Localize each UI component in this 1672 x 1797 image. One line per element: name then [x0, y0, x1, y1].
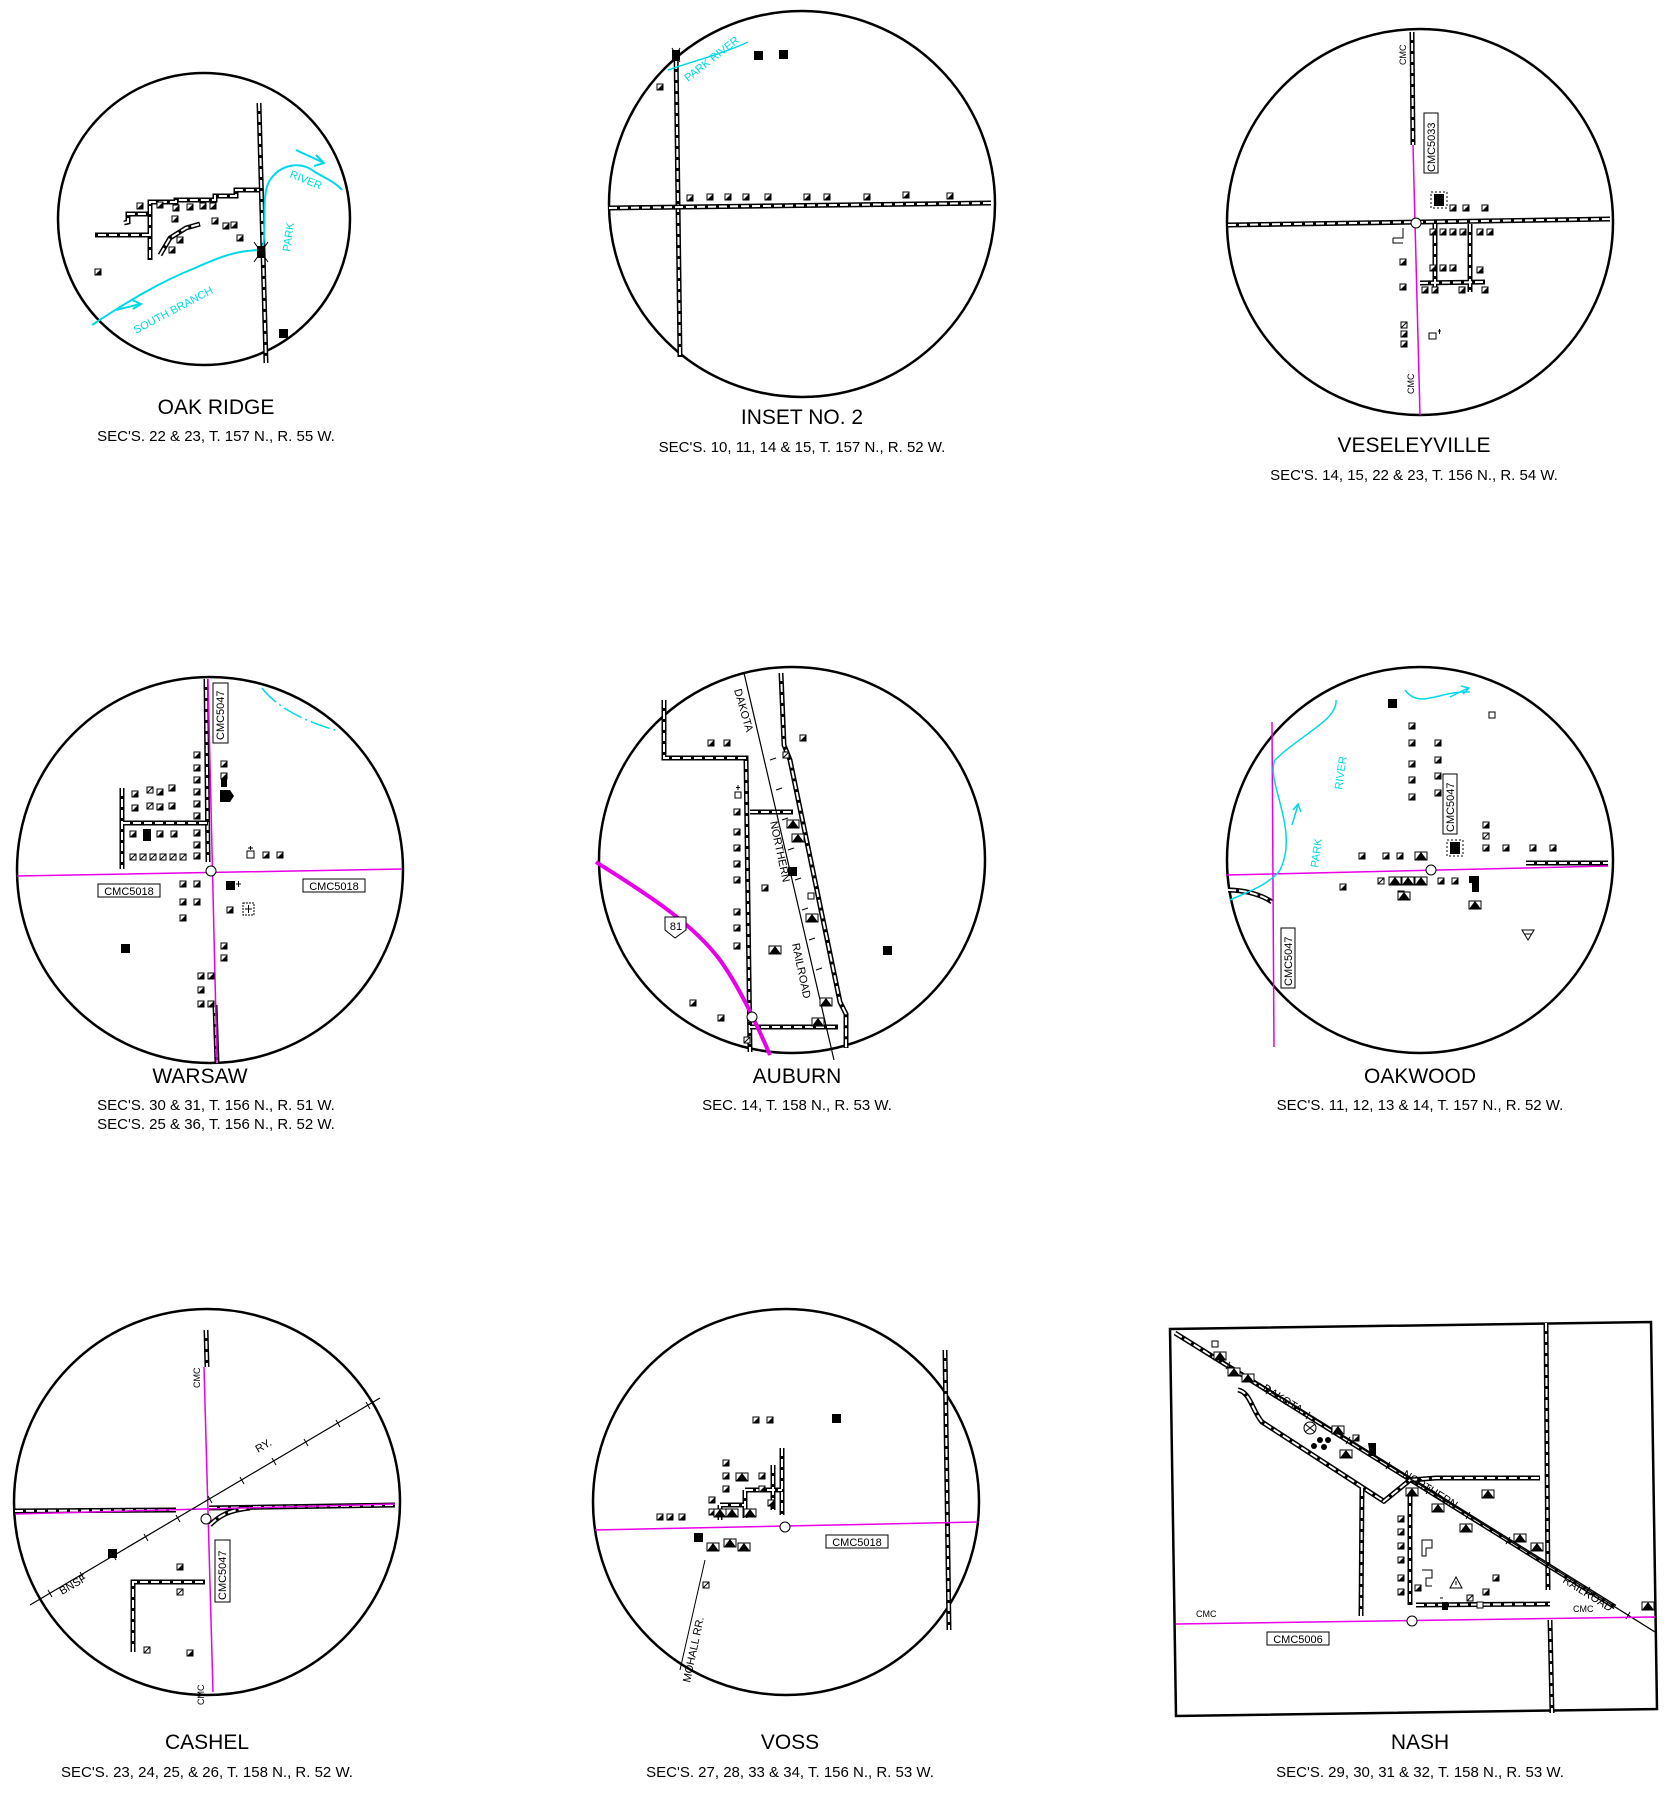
inset-title: OAK RIDGE: [158, 396, 275, 419]
inset-sections: SEC'S. 14, 15, 22 & 23, T. 156 N., R. 54…: [1270, 467, 1558, 484]
inset-title: VESELEYVILLE: [1338, 434, 1491, 457]
inset-voss: MOHALL RR. CMC5018 VOSS SEC'S. 27, 28, 3…: [591, 1307, 981, 1781]
inset-title: VOSS: [761, 1731, 819, 1754]
river-line: [91, 164, 343, 326]
inset-auburn: 81 DAKOTA NORTHERN RAILROAD AUBURN SEC. …: [594, 665, 987, 1114]
us-highway: [594, 860, 772, 1056]
dakota-label: DAKOTA: [1260, 1382, 1305, 1416]
inset-sections: SEC'S. 29, 30, 31 & 32, T. 158 N., R. 53…: [1276, 1764, 1564, 1781]
inset-title: NASH: [1391, 1731, 1449, 1754]
cmc-bottom-label: CMC: [196, 1684, 206, 1705]
cmc-w-label: CMC: [1196, 1609, 1217, 1619]
inset-title: INSET NO. 2: [741, 406, 863, 429]
inset-warsaw: CMC5047 CMC5018 CMC5018 WARSAW SEC'S. 30…: [15, 675, 405, 1133]
inset-sections: SEC. 14, T. 158 N., R. 53 W.: [702, 1097, 892, 1114]
inset-frame: [15, 675, 405, 1065]
cmc-top-label: CMC: [192, 1367, 202, 1388]
inset-sections: SEC'S. 25 & 36, T. 156 N., R. 52 W.: [97, 1116, 335, 1133]
inset-cashel: RY. BNSF CMC5047 CMC CMC CASHEL SEC'S. 2…: [12, 1307, 402, 1781]
inset-frame: [1168, 1320, 1659, 1718]
ry-label: RY.: [254, 1437, 274, 1456]
route-n-label: CMC5047: [1445, 782, 1457, 832]
us-route-shield: 81: [670, 921, 682, 933]
river-label: RIVER: [1333, 755, 1350, 790]
inset-frame: [591, 1307, 981, 1697]
inset-frame: [597, 665, 987, 1055]
river-label: RIVER: [288, 169, 324, 193]
inset-title: WARSAW: [152, 1065, 247, 1088]
inset-sections: SEC'S. 27, 28, 33 & 34, T. 156 N., R. 53…: [646, 1764, 934, 1781]
cmc-e-label: CMC: [1573, 1604, 1594, 1614]
inset-veseleyville: CMC5033 CMC CMC VESELEYVILLE SEC'S. 14, …: [1225, 27, 1615, 484]
inset-title: AUBURN: [753, 1065, 842, 1088]
route-e-label: CMC5018: [309, 881, 359, 893]
inset-oakwood: RIVER PARK CMC5047 CMC5047 OAKWOOD SEC'S…: [1225, 665, 1615, 1114]
inset-frame: [607, 9, 997, 399]
route-label: CMC5006: [1273, 1634, 1323, 1646]
bnsf-label: BNSF: [58, 1572, 90, 1597]
inset-title: CASHEL: [165, 1731, 249, 1754]
inset-nash: DAKOTA NORTHERN RAILROAD CMC5006 CMC CMC…: [1168, 1320, 1659, 1781]
cmc-top-label: CMC: [1398, 44, 1408, 65]
inset-sections: SEC'S. 22 & 23, T. 157 N., R. 55 W.: [97, 428, 335, 445]
route-w-label: CMC5018: [104, 886, 154, 898]
inset-sections: SEC'S. 10, 11, 14 & 15, T. 157 N., R. 52…: [659, 439, 946, 456]
inset-no-2: PARK RIVER INSET NO. 2 SEC'S. 10, 11, 14…: [607, 9, 997, 456]
inset-frame: [12, 1307, 402, 1697]
inset-sections: SEC'S. 11, 12, 13 & 14, T. 157 N., R. 52…: [1277, 1097, 1564, 1114]
park-label: PARK: [1309, 837, 1325, 868]
inset-frame: [56, 71, 352, 367]
dakota-label: DAKOTA: [731, 688, 755, 735]
inset-sections: SEC'S. 30 & 31, T. 156 N., R. 51 W.: [97, 1097, 335, 1114]
route-s-label: CMC5047: [1283, 936, 1295, 986]
inset-title: OAKWOOD: [1364, 1065, 1476, 1088]
park-label: PARK: [281, 221, 297, 252]
cmc-bottom-label: CMC: [1406, 373, 1416, 394]
inset-sections: SEC'S. 23, 24, 25, & 26, T. 158 N., R. 5…: [61, 1764, 353, 1781]
route-v-label: CMC5047: [215, 690, 227, 740]
route-label: CMC5018: [832, 1537, 882, 1549]
route-label: CMC5033: [1426, 122, 1438, 172]
inset-oak-ridge: RIVER PARK SOUTH BRANCH OAK RIDGE SEC'S.…: [56, 71, 352, 445]
inset-frame: [1225, 665, 1615, 1055]
park-river-label: PARK RIVER: [682, 34, 741, 84]
route-label: CMC5047: [217, 1550, 229, 1600]
